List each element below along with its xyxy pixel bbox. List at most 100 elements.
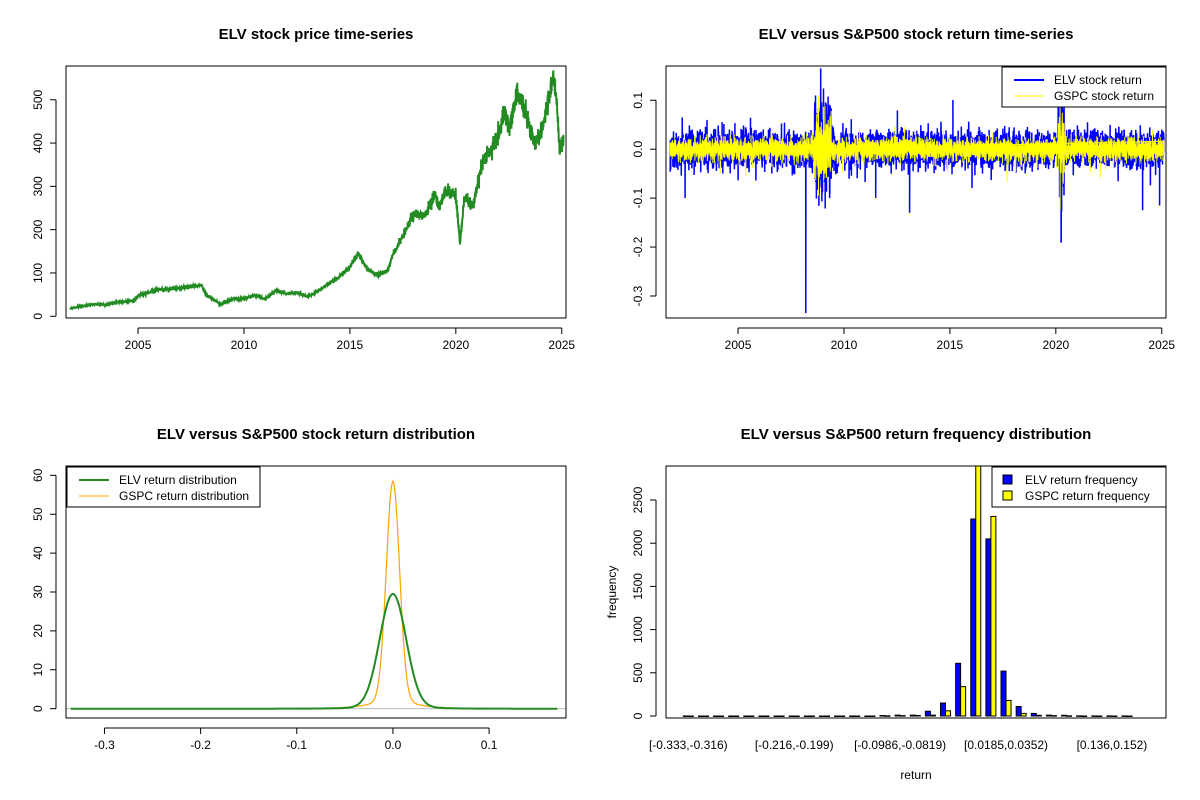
bar-elv (697, 715, 704, 717)
chart-title: ELV stock price time-series (219, 26, 414, 43)
bar-gspc (854, 715, 861, 717)
y-tick-label: 30 (31, 585, 45, 599)
chart-panel-4: ELV versus S&P500 return frequency distr… (605, 426, 1167, 782)
y-tick-label: 0.1 (631, 92, 645, 109)
chart-panel-2: ELV versus S&P500 stock return time-seri… (631, 26, 1175, 352)
legend-swatch (1002, 490, 1013, 501)
legend: ELV return frequency GSPC return frequenc… (991, 466, 1167, 508)
bar-elv (970, 518, 977, 717)
y-tick-label: 40 (31, 546, 45, 560)
x-tick-label: 2020 (442, 338, 469, 352)
chart-panel-3: ELV versus S&P500 stock return distribut… (31, 426, 567, 752)
bar-elv (849, 715, 856, 717)
bar-elv (1045, 714, 1052, 717)
bar-elv (803, 715, 810, 717)
x-tick-label: 0.1 (481, 738, 498, 752)
bar-elv (758, 715, 765, 717)
x-tick-label: 0.0 (385, 738, 402, 752)
y-tick-label: 0.0 (631, 141, 645, 158)
x-tick-label: 2015 (337, 338, 364, 352)
x-tick-label: 2005 (725, 338, 752, 352)
y-tick-label: -0.1 (631, 187, 645, 208)
x-tick-label: 2005 (125, 338, 152, 352)
bar-elv (909, 714, 916, 717)
plot-frame (65, 465, 567, 719)
legend-label: ELV return frequency (1025, 473, 1138, 487)
legend: ELV return distribution GSPC return distr… (66, 466, 261, 508)
density-line-gspc (70, 479, 558, 710)
y-tick-label: 400 (31, 133, 45, 153)
bar-gspc (793, 715, 800, 717)
bar-gspc (823, 715, 830, 717)
bar-gspc (718, 715, 725, 717)
plot-frame (65, 65, 567, 319)
x-tick-label: -0.2 (190, 738, 211, 752)
bar-elv (1061, 714, 1068, 717)
y-tick-label: 2000 (631, 530, 645, 557)
y-tick-label: 100 (31, 263, 45, 283)
chart-panel-1: ELV stock price time-series 2005 2010 2015 2… (31, 26, 575, 352)
bar-gspc (1005, 699, 1012, 717)
legend-label: ELV return distribution (119, 473, 237, 487)
bar-gspc (1020, 712, 1027, 717)
bar-gspc (929, 714, 936, 717)
y-tick-label: 500 (631, 662, 645, 682)
bar-gspc (869, 715, 876, 717)
chart-title: ELV versus S&P500 return frequency distr… (741, 426, 1092, 443)
x-tick-label: 2015 (937, 338, 964, 352)
x-tick-label: [-0.216,-0.199) (755, 738, 834, 752)
bar-gspc (914, 714, 921, 717)
bar-gspc (839, 715, 846, 717)
bar-gspc (960, 686, 967, 717)
y-tick-label: 50 (31, 507, 45, 521)
x-tick-label: [0.0185,0.0352) (964, 738, 1048, 752)
x-tick-label: -0.3 (94, 738, 115, 752)
y-tick-label: 0 (31, 705, 45, 712)
bar-gspc (748, 715, 755, 717)
bar-elv (1015, 705, 1022, 717)
legend-swatch (1002, 474, 1013, 485)
bar-elv (864, 715, 871, 717)
chart-title: ELV versus S&P500 stock return distribut… (157, 426, 475, 443)
x-tick-label: 2010 (231, 338, 258, 352)
bar-gspc (687, 715, 694, 717)
bar-elv (924, 710, 931, 717)
legend-box (66, 466, 261, 508)
bar-gspc (1066, 715, 1073, 717)
y-tick-label: -0.2 (631, 236, 645, 257)
y-tick-label: 500 (31, 89, 45, 109)
y-tick-label: 60 (31, 468, 45, 482)
bar-gspc (1081, 715, 1088, 717)
bar-gspc (1111, 715, 1118, 717)
bar-gspc (808, 715, 815, 717)
chart-title: ELV versus S&P500 stock return time-seri… (759, 26, 1074, 43)
legend-box (991, 466, 1167, 508)
bar-elv (743, 715, 750, 717)
bar-elv (955, 662, 962, 717)
bar-gspc (1126, 715, 1133, 717)
y-tick-label: 2500 (631, 486, 645, 513)
x-tick-label: 2025 (1148, 338, 1175, 352)
bar-elv (818, 715, 825, 717)
bar-gspc (1035, 714, 1042, 717)
x-tick-label: -0.1 (286, 738, 307, 752)
x-tick-label: 2025 (548, 338, 575, 352)
bar-gspc (733, 715, 740, 717)
legend-label: GSPC return frequency (1025, 489, 1150, 503)
y-tick-label: 300 (31, 176, 45, 196)
legend-label: GSPC stock return (1054, 89, 1154, 103)
legend: ELV stock return GSPC stock return (1001, 66, 1167, 108)
bar-elv (788, 715, 795, 717)
series-line-gspc-return (669, 95, 1165, 211)
y-tick-label: 200 (31, 219, 45, 239)
x-tick-label: [-0.333,-0.316) (649, 738, 728, 752)
bar-elv (940, 702, 947, 717)
bar-elv (728, 715, 735, 717)
legend-label: ELV stock return (1054, 73, 1142, 87)
x-tick-label: 2020 (1042, 338, 1069, 352)
plot-frame (665, 65, 1167, 319)
x-tick-label: [0.136,0.152) (1077, 738, 1148, 752)
bar-gspc (990, 515, 997, 717)
bar-elv (682, 715, 689, 717)
bar-gspc (975, 465, 982, 717)
